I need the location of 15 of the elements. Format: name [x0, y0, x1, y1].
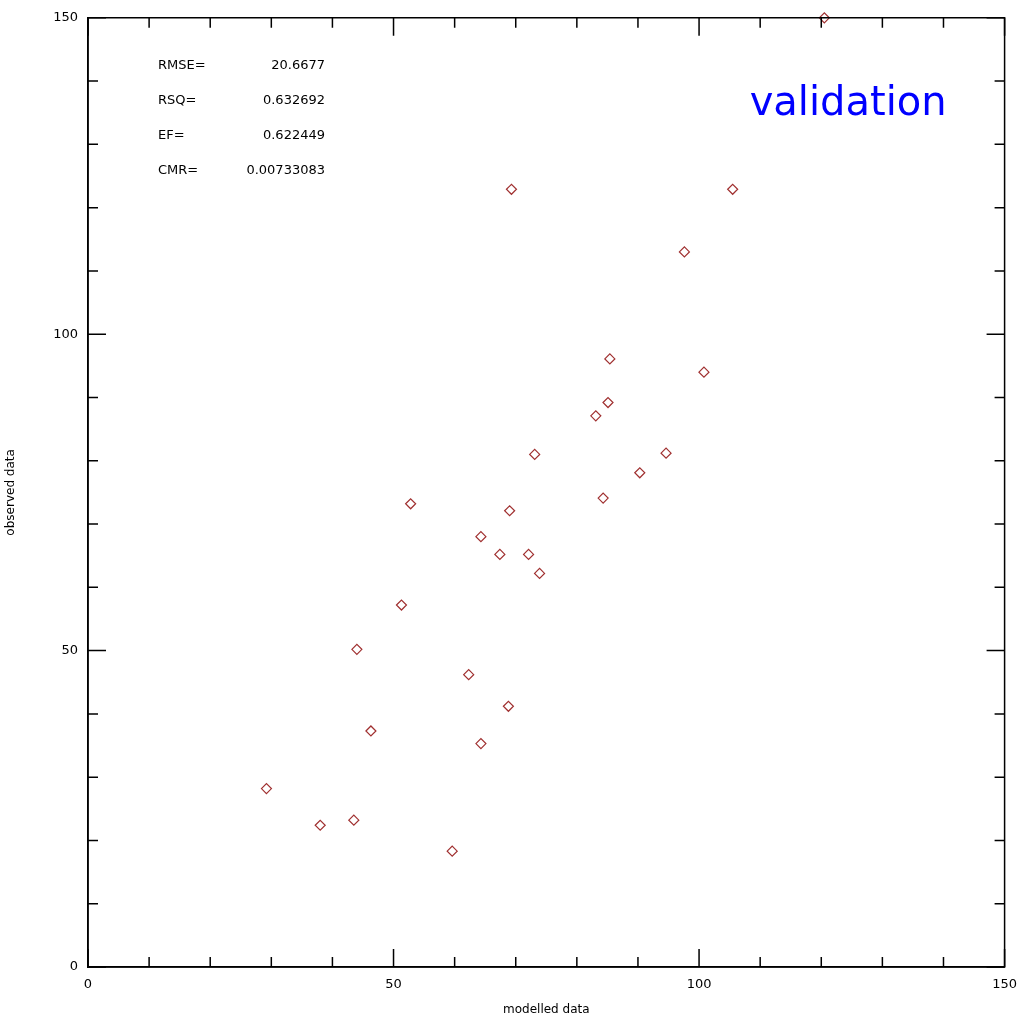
text: RSQ= 0.632692	[158, 92, 325, 108]
x-axis-title: modelled data	[503, 1001, 590, 1016]
y-tick-label: 150	[53, 9, 78, 25]
text: EF= 0.622449	[158, 127, 325, 143]
text: validation	[749, 78, 947, 125]
x-tick-label: 150	[992, 976, 1018, 992]
x-tick-label: 100	[686, 976, 712, 992]
y-tick-label: 0	[69, 958, 78, 974]
y-axis-title: observed data	[3, 449, 18, 536]
text: CMR= 0.00733083	[158, 162, 325, 178]
y-tick-label: 100	[53, 325, 78, 341]
y-tick-label: 50	[61, 641, 78, 657]
text: RMSE= 20.6677	[158, 57, 325, 73]
x-tick-label: 50	[385, 976, 402, 992]
x-tick-label: 0	[83, 976, 93, 992]
